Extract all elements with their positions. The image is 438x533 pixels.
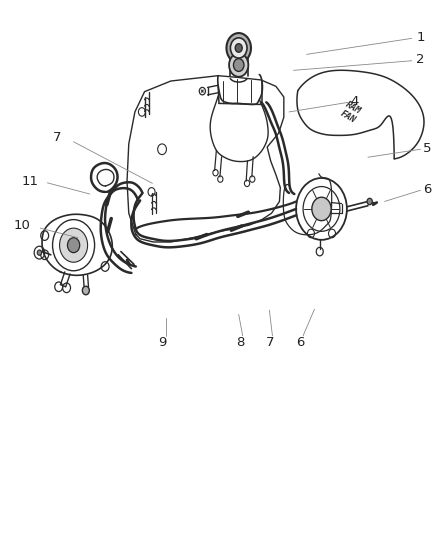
Circle shape xyxy=(233,59,244,71)
Circle shape xyxy=(60,228,88,262)
Text: 9: 9 xyxy=(158,336,166,349)
Text: 1: 1 xyxy=(416,31,425,44)
Text: 5: 5 xyxy=(423,142,431,155)
Text: 6: 6 xyxy=(423,183,431,196)
Text: 2: 2 xyxy=(416,53,425,66)
Text: RAM
FAN: RAM FAN xyxy=(339,100,362,124)
Text: 11: 11 xyxy=(21,175,38,188)
Circle shape xyxy=(229,53,248,77)
Text: 4: 4 xyxy=(350,95,359,108)
Text: 7: 7 xyxy=(265,336,274,349)
Circle shape xyxy=(235,44,242,52)
Circle shape xyxy=(37,250,42,255)
Text: 10: 10 xyxy=(14,220,30,232)
Text: 6: 6 xyxy=(296,336,305,349)
Circle shape xyxy=(367,198,372,205)
Circle shape xyxy=(226,33,251,63)
Text: 7: 7 xyxy=(53,131,61,144)
Circle shape xyxy=(230,38,247,58)
Circle shape xyxy=(82,286,89,295)
Circle shape xyxy=(67,238,80,253)
Circle shape xyxy=(312,197,331,221)
Text: 8: 8 xyxy=(236,336,244,349)
